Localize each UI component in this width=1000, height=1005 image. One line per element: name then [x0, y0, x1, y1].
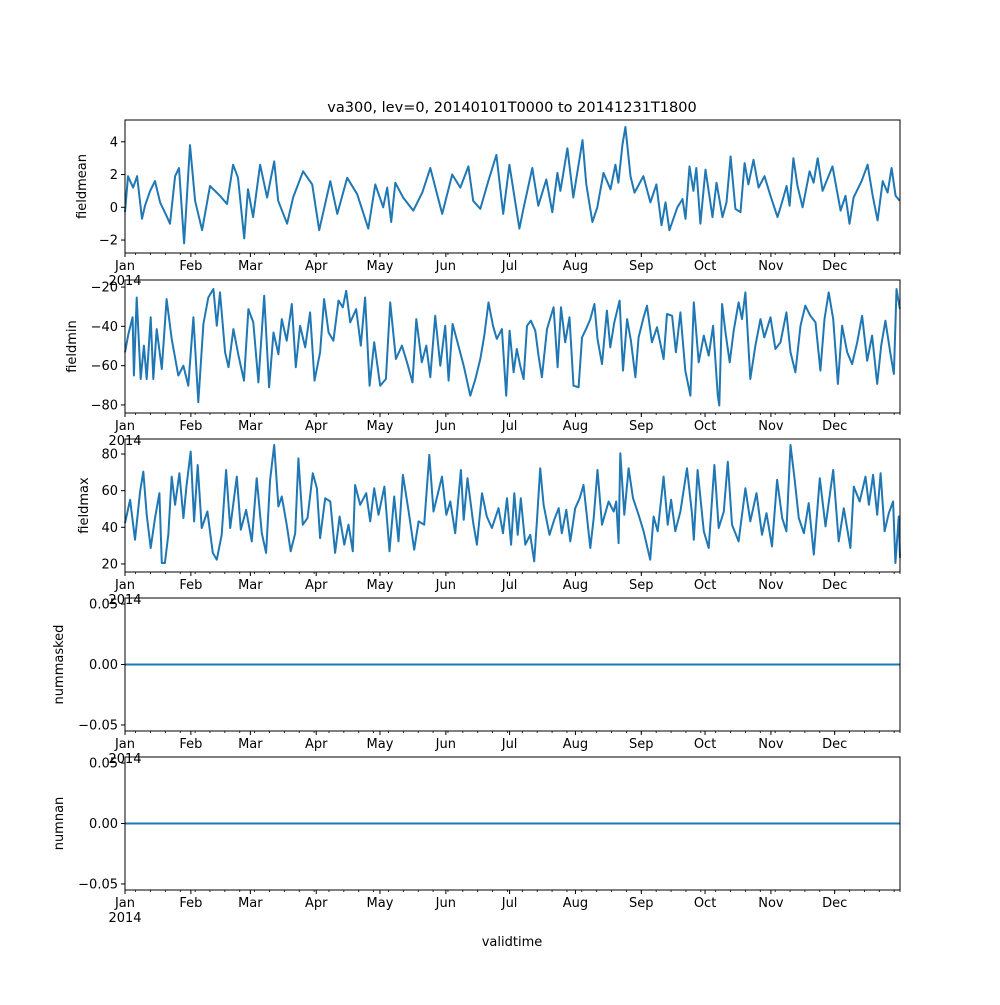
y-axis-label-nummasked: nummasked [52, 625, 67, 705]
y-axis-label-fieldmean: fieldmean [75, 154, 90, 219]
x-year-label: 2014 [108, 911, 141, 926]
y-tick-label-numnan: −0.05 [78, 877, 118, 892]
axes-frame-fieldmean [124, 119, 901, 254]
x-tick-label-jun: Jun [435, 737, 456, 752]
x-tick-label-may: May [367, 259, 394, 274]
x-tick-label-jul: Jul [501, 578, 518, 593]
x-tick-label-nov: Nov [758, 737, 784, 752]
y-tick-label-fieldmean: 0 [110, 201, 118, 216]
y-tick-label-nummasked: 0.05 [89, 598, 118, 613]
x-tick-label-aug: Aug [563, 419, 588, 434]
x-tick-label-apr: Apr [305, 737, 328, 752]
x-tick-label-jul: Jul [501, 737, 518, 752]
x-tick-label-oct: Oct [694, 578, 716, 593]
x-tick-label-apr: Apr [305, 896, 328, 911]
x-axis-label: validtime [482, 935, 543, 950]
x-tick-label-apr: Apr [305, 259, 328, 274]
x-tick-label-mar: Mar [238, 578, 263, 593]
y-tick-label-fieldmean: −2 [99, 234, 118, 249]
x-tick-label-aug: Aug [563, 578, 588, 593]
x-tick-label-aug: Aug [563, 259, 588, 274]
x-tick-label-oct: Oct [694, 737, 716, 752]
x-tick-label-jan: Jan [114, 419, 135, 434]
x-tick-label-may: May [367, 737, 394, 752]
axes-frame-fieldmin [124, 279, 901, 414]
x-tick-label-mar: Mar [238, 896, 263, 911]
y-tick-label-numnan: 0.00 [89, 817, 118, 832]
chart-title: va300, lev=0, 20140101T0000 to 20141231T… [327, 100, 696, 116]
x-tick-label-dec: Dec [822, 737, 847, 752]
y-axis-label-numnan: numnan [52, 797, 67, 851]
x-tick-label-aug: Aug [563, 737, 588, 752]
x-tick-label-jul: Jul [501, 419, 518, 434]
x-tick-label-dec: Dec [822, 419, 847, 434]
y-tick-label-fieldmax: 80 [101, 448, 118, 463]
y-tick-label-fieldmax: 40 [101, 521, 118, 536]
x-tick-label-mar: Mar [238, 419, 263, 434]
x-tick-label-jan: Jan [114, 896, 135, 911]
x-tick-label-feb: Feb [179, 419, 202, 434]
x-tick-label-nov: Nov [758, 578, 784, 593]
x-tick-label-feb: Feb [179, 259, 202, 274]
x-tick-label-aug: Aug [563, 896, 588, 911]
x-tick-label-dec: Dec [822, 259, 847, 274]
y-tick-label-fieldmean: 4 [110, 135, 118, 150]
x-tick-label-apr: Apr [305, 578, 328, 593]
y-tick-label-fieldmin: −40 [91, 320, 118, 335]
x-tick-label-jun: Jun [435, 578, 456, 593]
x-tick-label-oct: Oct [694, 896, 716, 911]
x-tick-label-sep: Sep [629, 419, 654, 434]
y-tick-label-nummasked: 0.00 [89, 658, 118, 673]
x-tick-label-jul: Jul [501, 896, 518, 911]
x-tick-label-jan: Jan [114, 578, 135, 593]
series-line-fieldmin [124, 288, 901, 407]
y-tick-label-fieldmean: 2 [110, 168, 118, 183]
y-tick-label-fieldmin: −80 [91, 398, 118, 413]
x-tick-label-feb: Feb [179, 578, 202, 593]
x-tick-label-mar: Mar [238, 259, 263, 274]
x-tick-label-jun: Jun [435, 419, 456, 434]
x-tick-label-sep: Sep [629, 259, 654, 274]
x-tick-label-sep: Sep [629, 578, 654, 593]
x-tick-label-jul: Jul [501, 259, 518, 274]
x-tick-label-dec: Dec [822, 578, 847, 593]
x-tick-label-sep: Sep [629, 737, 654, 752]
series-line-fieldmean [124, 126, 901, 245]
x-tick-label-jan: Jan [114, 737, 135, 752]
x-tick-label-nov: Nov [758, 419, 784, 434]
series-line-fieldmax [124, 444, 901, 564]
y-tick-label-fieldmax: 60 [101, 484, 118, 499]
x-tick-label-mar: Mar [238, 737, 263, 752]
x-tick-label-sep: Sep [629, 896, 654, 911]
y-tick-label-numnan: 0.05 [89, 757, 118, 772]
axes-frame-fieldmax [124, 438, 901, 573]
y-axis-label-fieldmax: fieldmax [77, 477, 92, 534]
y-tick-label-fieldmin: −20 [91, 281, 118, 296]
x-tick-label-nov: Nov [758, 259, 784, 274]
x-tick-label-feb: Feb [179, 896, 202, 911]
y-tick-label-nummasked: −0.05 [78, 718, 118, 733]
x-tick-label-feb: Feb [179, 737, 202, 752]
x-tick-label-may: May [367, 578, 394, 593]
x-tick-label-may: May [367, 896, 394, 911]
y-tick-label-fieldmin: −60 [91, 359, 118, 374]
x-tick-label-jun: Jun [435, 259, 456, 274]
y-axis-label-fieldmin: fieldmin [65, 320, 80, 373]
x-tick-label-oct: Oct [694, 259, 716, 274]
x-tick-label-nov: Nov [758, 896, 784, 911]
x-tick-label-apr: Apr [305, 419, 328, 434]
x-tick-label-jun: Jun [435, 896, 456, 911]
x-tick-label-jan: Jan [114, 259, 135, 274]
x-tick-label-may: May [367, 419, 394, 434]
x-tick-label-dec: Dec [822, 896, 847, 911]
y-tick-label-fieldmax: 20 [101, 557, 118, 572]
x-tick-label-oct: Oct [694, 419, 716, 434]
